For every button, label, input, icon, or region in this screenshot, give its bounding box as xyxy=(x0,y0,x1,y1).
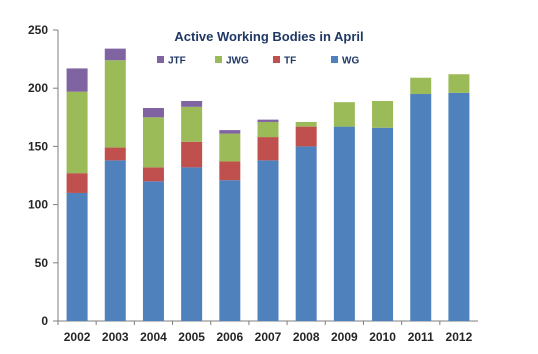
chart-title: Active Working Bodies in April xyxy=(174,29,363,44)
x-tick-label: 2003 xyxy=(102,330,129,344)
bar-segment-wg-2011 xyxy=(410,94,432,322)
bar-segment-tf-2005 xyxy=(181,141,203,168)
bar-segment-jtf-2003 xyxy=(104,48,126,61)
bar-segment-jtf-2005 xyxy=(181,101,203,107)
bar-segment-jwg-2011 xyxy=(410,77,432,95)
x-tick-label: 2010 xyxy=(369,330,396,344)
bar-segment-jwg-2009 xyxy=(333,102,355,127)
bar-segment-jwg-2008 xyxy=(295,121,317,127)
legend-label-jwg: JWG xyxy=(226,56,249,67)
legend-swatch-jtf xyxy=(157,56,164,63)
y-tick-label: 50 xyxy=(35,256,49,270)
bar-segment-wg-2003 xyxy=(104,160,126,321)
bar-segment-tf-2002 xyxy=(66,173,88,193)
x-tick-label: 2008 xyxy=(293,330,320,344)
y-tick-label: 200 xyxy=(28,81,48,95)
bar-segment-jwg-2005 xyxy=(181,106,203,142)
bar-segment-jtf-2006 xyxy=(219,130,241,134)
legend-swatch-tf xyxy=(273,56,280,63)
bar-segment-jwg-2010 xyxy=(372,101,394,128)
y-tick-label: 150 xyxy=(28,139,48,153)
bar-segment-wg-2008 xyxy=(295,146,317,321)
legend-label-tf: TF xyxy=(284,56,296,67)
bar-segment-jtf-2002 xyxy=(66,68,88,92)
x-tick-label: 2007 xyxy=(255,330,282,344)
bar-segment-wg-2010 xyxy=(372,127,394,321)
y-tick-label: 250 xyxy=(28,23,48,37)
y-axis-ticks: 0 50 100 150 200 250 xyxy=(28,23,58,328)
x-tick-label: 2009 xyxy=(331,330,358,344)
bar-segment-jwg-2007 xyxy=(257,121,279,138)
bar-segment-wg-2005 xyxy=(181,167,203,321)
legend: JTF JWG TF WG xyxy=(157,56,359,67)
bars-layer xyxy=(66,48,470,322)
bar-segment-wg-2004 xyxy=(142,181,164,321)
bar-segment-wg-2006 xyxy=(219,180,241,321)
x-tick-label: 2002 xyxy=(64,330,91,344)
bar-segment-wg-2009 xyxy=(333,126,355,321)
bar-segment-tf-2004 xyxy=(142,167,164,182)
y-tick-label: 100 xyxy=(28,198,48,212)
bar-segment-jwg-2004 xyxy=(142,117,164,168)
x-tick-label: 2005 xyxy=(178,330,205,344)
bar-segment-jwg-2003 xyxy=(104,60,126,148)
y-tick-label: 0 xyxy=(41,314,48,328)
legend-label-jtf: JTF xyxy=(168,56,186,67)
x-tick-label: 2012 xyxy=(446,330,473,344)
bar-segment-jtf-2004 xyxy=(142,107,164,118)
x-axis-ticks: 2002 2003 2004 2005 2006 2007 2008 2009 2010 2011… xyxy=(57,321,473,344)
bar-segment-jwg-2002 xyxy=(66,91,88,174)
bar-segment-wg-2002 xyxy=(66,192,88,321)
bar-segment-tf-2008 xyxy=(295,126,317,147)
legend-swatch-wg xyxy=(331,56,338,63)
bar-segment-tf-2003 xyxy=(104,147,126,161)
x-tick-label: 2006 xyxy=(216,330,243,344)
x-tick-label: 2011 xyxy=(408,330,434,344)
bar-segment-tf-2006 xyxy=(219,161,241,181)
bar-segment-tf-2007 xyxy=(257,137,279,161)
legend-label-wg: WG xyxy=(342,56,359,67)
bar-segment-jwg-2006 xyxy=(219,133,241,162)
bar-segment-jtf-2007 xyxy=(257,119,279,122)
bar-segment-wg-2007 xyxy=(257,160,279,321)
x-tick-label: 2004 xyxy=(140,330,167,344)
legend-swatch-jwg xyxy=(215,56,222,63)
bar-segment-wg-2012 xyxy=(448,92,470,321)
bar-segment-jwg-2012 xyxy=(448,74,470,93)
